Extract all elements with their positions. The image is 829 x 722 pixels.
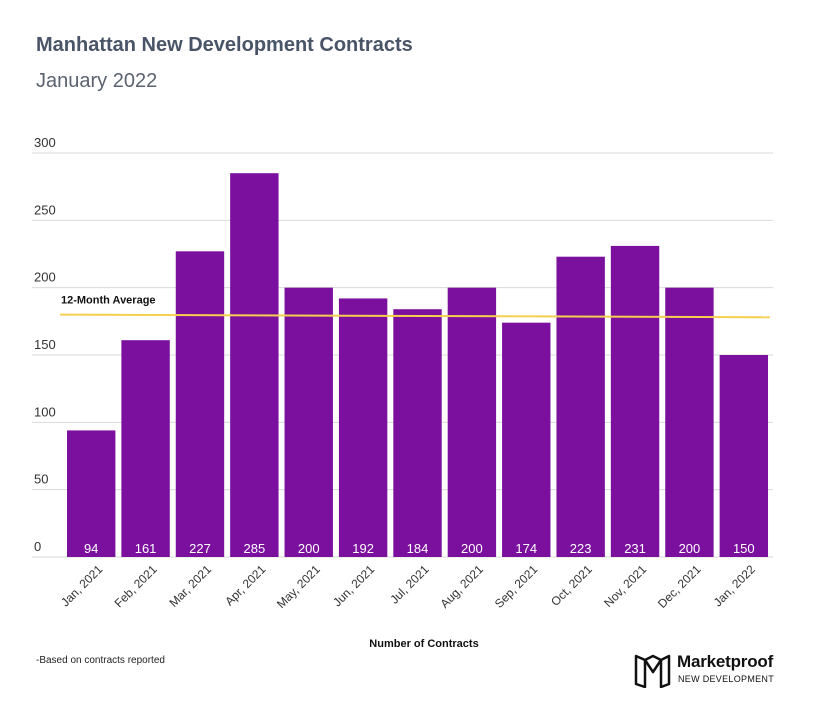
bar-value-label: 184: [407, 541, 429, 556]
y-tick-label: 200: [34, 270, 56, 285]
bar-value-label: 94: [84, 541, 98, 556]
bar-value-label: 223: [570, 541, 592, 556]
bar: [502, 322, 551, 557]
bar: [67, 430, 116, 557]
bar: [610, 245, 660, 558]
marketproof-logo-icon: [634, 654, 671, 689]
x-tick-label: May, 2021: [274, 562, 323, 611]
y-tick-label: 0: [34, 539, 41, 554]
bar-value-label: 227: [189, 541, 211, 556]
y-tick-label: 50: [34, 472, 48, 487]
bar: [284, 287, 333, 557]
bar: [665, 287, 714, 557]
bar-value-label: 174: [515, 541, 537, 556]
x-tick-label: Dec, 2021: [655, 562, 704, 611]
x-axis-title: Number of Contracts: [369, 638, 478, 650]
x-tick-label: Aug, 2021: [437, 562, 486, 611]
bar-value-label: 150: [733, 541, 755, 556]
logo-tagline: NEW DEVELOPMENT: [678, 674, 775, 684]
x-tick-label: Feb, 2021: [112, 562, 160, 610]
y-tick-label: 300: [34, 135, 56, 150]
x-tick-label: Jan, 2021: [58, 562, 105, 609]
bar-value-label: 161: [135, 541, 157, 556]
x-tick-label: Nov, 2021: [601, 562, 649, 610]
x-tick-label: Jan, 2022: [711, 562, 758, 609]
footnote: -Based on contracts reported: [36, 655, 165, 666]
average-line: [59, 313, 771, 319]
bar: [447, 287, 497, 557]
x-tick-label: Sep, 2021: [492, 562, 541, 611]
x-tick-label: Jul, 2021: [387, 562, 432, 607]
bar-value-label: 200: [679, 541, 701, 556]
bar-value-label: 200: [461, 541, 483, 556]
logo-wordmark: Marketproof: [677, 652, 774, 671]
bar: [121, 340, 170, 557]
y-tick-label: 150: [34, 337, 56, 352]
bar: [338, 298, 388, 557]
bar-value-label: 231: [624, 541, 646, 556]
bar: [556, 256, 605, 557]
x-tick-label: Jun, 2021: [330, 562, 377, 609]
bar: [393, 309, 442, 557]
bar-value-label: 192: [352, 541, 374, 556]
y-tick-label: 250: [34, 202, 56, 217]
bar: [230, 173, 279, 557]
y-tick-label: 100: [34, 404, 56, 419]
x-tick-label: Mar, 2021: [166, 562, 214, 610]
average-line-label: 12-Month Average: [61, 295, 156, 307]
chart-subtitle: January 2022: [36, 70, 158, 92]
marketproof-logo: Marketproof NEW DEVELOPMENT: [633, 652, 793, 692]
x-tick-label: Apr, 2021: [222, 562, 268, 608]
bar: [175, 251, 225, 557]
x-tick-label: Oct, 2021: [548, 562, 595, 609]
bar-value-label: 200: [298, 541, 320, 556]
bar-value-label: 285: [244, 541, 266, 556]
bar: [719, 355, 769, 557]
chart-title: Manhattan New Development Contracts: [36, 34, 413, 56]
